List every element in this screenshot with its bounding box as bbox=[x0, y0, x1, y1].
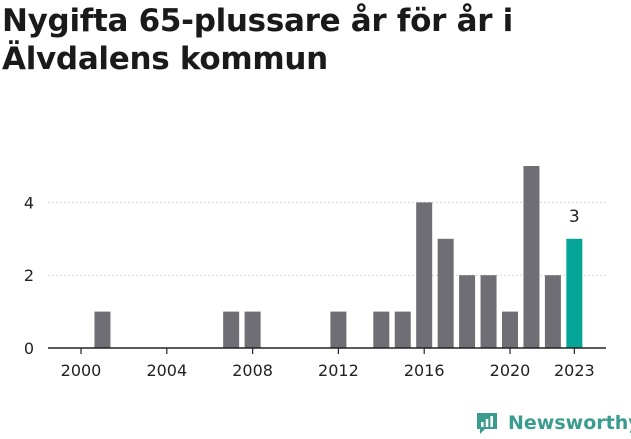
x-tick-label: 2023 bbox=[554, 361, 595, 380]
y-tick-label: 2 bbox=[24, 266, 34, 285]
bar-2007 bbox=[223, 311, 240, 348]
bar-2023 bbox=[566, 238, 583, 348]
bar-2022 bbox=[544, 275, 561, 348]
bars bbox=[94, 166, 583, 348]
chart-title: Nygifta 65-plussare år för år i Älvdalen… bbox=[2, 3, 513, 77]
bar-2016 bbox=[416, 202, 433, 348]
x-tick-label: 2008 bbox=[232, 361, 273, 380]
y-tick-label: 4 bbox=[24, 193, 34, 212]
bar-2008 bbox=[244, 311, 261, 348]
y-tick-label: 0 bbox=[24, 339, 34, 358]
gridlines bbox=[48, 201, 606, 276]
bar-2014 bbox=[373, 311, 390, 348]
bar-2012 bbox=[330, 311, 347, 348]
bar-2001 bbox=[94, 311, 111, 348]
x-tick-label: 2020 bbox=[490, 361, 531, 380]
newsworthy-logo-icon bbox=[477, 413, 497, 434]
y-axis-ticks: 0 2 4 bbox=[24, 193, 34, 358]
x-tick-label: 2004 bbox=[146, 361, 187, 380]
bar-2015 bbox=[394, 311, 411, 348]
bar-2019 bbox=[480, 275, 497, 348]
bar-2018 bbox=[459, 275, 476, 348]
bar-2021 bbox=[523, 166, 540, 348]
x-tick-label: 2000 bbox=[61, 361, 102, 380]
bar-2020 bbox=[502, 311, 518, 348]
x-axis-ticks: 2000 2004 2008 2012 2016 2020 2023 bbox=[61, 348, 595, 380]
brand-name: Newsworthy bbox=[508, 412, 631, 434]
data-labels: 3 bbox=[569, 207, 580, 227]
highlight-value-label: 3 bbox=[569, 207, 580, 227]
bar-2017 bbox=[437, 238, 454, 348]
x-tick-label: 2016 bbox=[404, 361, 445, 380]
newsworthy-brand[interactable]: Newsworthy bbox=[474, 407, 631, 439]
x-tick-label: 2012 bbox=[318, 361, 359, 380]
bar-chart: 2000 2004 2008 2012 2016 2020 2023 0 2 4 3 bbox=[24, 166, 606, 380]
